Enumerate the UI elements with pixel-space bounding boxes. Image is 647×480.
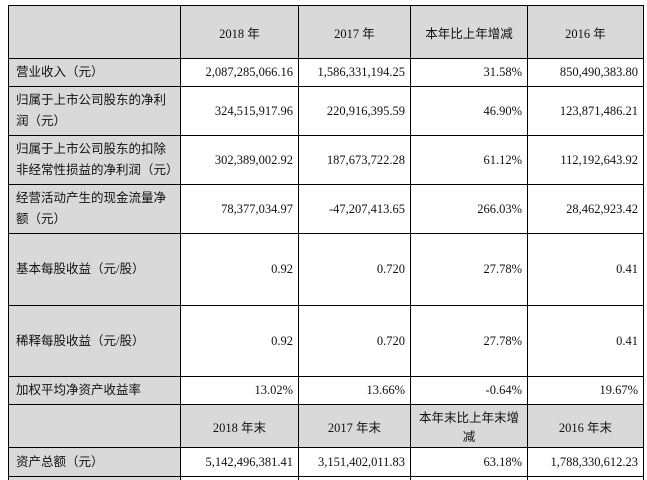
metric-value: 3,151,402,011.83 <box>298 447 411 477</box>
metric-value: 13.02% <box>180 376 299 405</box>
table-row-basic-eps: 基本每股收益（元/股） 0.92 0.720 27.78% 0.41 <box>8 233 644 306</box>
metric-label: 加权平均净资产收益率 <box>8 376 181 405</box>
metric-value: 266.03% <box>410 184 528 234</box>
metric-value: 0.720 <box>298 233 411 306</box>
metric-value: 28,462,923.42 <box>527 184 644 234</box>
metric-value: -0.64% <box>410 376 528 405</box>
metric-value: 136.55% <box>410 476 528 480</box>
header-2016: 2016 年 <box>527 5 644 59</box>
metric-value: 27.78% <box>410 305 528 377</box>
metric-label: 营业收入（元） <box>8 58 181 87</box>
metric-value: 0.41 <box>527 305 644 377</box>
header-2017: 2017 年 <box>298 5 411 59</box>
metric-value: 46.90% <box>410 86 528 136</box>
metric-value: 63.18% <box>410 447 528 477</box>
metric-value: 302,389,002.92 <box>180 135 299 185</box>
table-row-operating-cash-flow: 经营活动产生的现金流量净额（元） 78,377,034.97 -47,207,4… <box>8 184 644 234</box>
header-empty-cell <box>8 5 181 59</box>
table-row-total-assets: 资产总额（元） 5,142,496,381.41 3,151,402,011.8… <box>8 447 644 477</box>
metric-label: 归属于上市公司股东的净利润（元） <box>8 86 181 136</box>
metric-value: 112,192,643.92 <box>527 135 644 185</box>
metric-label: 基本每股收益（元/股） <box>8 233 181 306</box>
metric-value: 324,515,917.96 <box>180 86 299 136</box>
table-row-net-profit: 归属于上市公司股东的净利润（元） 324,515,917.96 220,916,… <box>8 86 644 136</box>
metric-value: 5,142,496,381.41 <box>180 447 299 477</box>
table-row-weighted-avg-roe: 加权平均净资产收益率 13.02% 13.66% -0.64% 19.67% <box>8 376 644 405</box>
metric-value: 1,586,331,194.25 <box>298 58 411 87</box>
metric-value: 850,490,383.80 <box>527 58 644 87</box>
metric-value: 0.92 <box>180 305 299 377</box>
table-row-net-assets: 归属于上市公司股东的净资产 2,964,955,137.63 1,253,400… <box>8 476 644 480</box>
metric-value: 27.78% <box>410 233 528 306</box>
header-empty-cell <box>8 404 181 448</box>
metric-value: 1,788,330,612.23 <box>527 447 644 477</box>
metric-value: 31.58% <box>410 58 528 87</box>
metric-label: 稀释每股收益（元/股） <box>8 305 181 377</box>
metric-value: 2,964,955,137.63 <box>180 476 299 480</box>
header-2016-end: 2016 年末 <box>527 404 644 448</box>
table-row-diluted-eps: 稀释每股收益（元/股） 0.92 0.720 27.78% 0.41 <box>8 305 644 377</box>
metric-value: 19.67% <box>527 376 644 405</box>
header-row-year-end: 2018 年末 2017 年末 本年末比上年末增减 2016 年末 <box>8 404 644 448</box>
metric-label: 资产总额（元） <box>8 447 181 477</box>
metric-value: 220,916,395.59 <box>298 86 411 136</box>
metric-label: 归属于上市公司股东的净资产 <box>8 476 181 480</box>
metric-value: 13.66% <box>298 376 411 405</box>
metric-value: 0.41 <box>527 233 644 306</box>
metric-value: 0.720 <box>298 305 411 377</box>
metric-value: 0.92 <box>180 233 299 306</box>
header-2017-end: 2017 年末 <box>298 404 411 448</box>
metric-value: 123,871,486.21 <box>527 86 644 136</box>
table-row-revenue: 营业收入（元） 2,087,285,066.16 1,586,331,194.2… <box>8 58 644 87</box>
metric-label: 归属于上市公司股东的扣除非经常性损益的净利润（元） <box>8 135 181 185</box>
metric-value: 2,087,285,066.16 <box>180 58 299 87</box>
metric-value: 1,253,400,326.97 <box>298 476 411 480</box>
financial-summary-table: 2018 年 2017 年 本年比上年增减 2016 年 营业收入（元） 2,0… <box>8 5 644 480</box>
metric-value: 78,377,034.97 <box>180 184 299 234</box>
header-row-annual: 2018 年 2017 年 本年比上年增减 2016 年 <box>8 5 644 59</box>
header-2018: 2018 年 <box>180 5 299 59</box>
header-yoy-change: 本年比上年增减 <box>410 5 528 59</box>
metric-value: -47,207,413.65 <box>298 184 411 234</box>
header-2018-end: 2018 年末 <box>180 404 299 448</box>
table-row-net-profit-deducted: 归属于上市公司股东的扣除非经常性损益的净利润（元） 302,389,002.92… <box>8 135 644 185</box>
metric-value: 61.12% <box>410 135 528 185</box>
metric-value: 187,673,722.28 <box>298 135 411 185</box>
metric-value: 629,161,766.31 <box>527 476 644 480</box>
header-year-end-change: 本年末比上年末增减 <box>410 404 528 448</box>
metric-label: 经营活动产生的现金流量净额（元） <box>8 184 181 234</box>
